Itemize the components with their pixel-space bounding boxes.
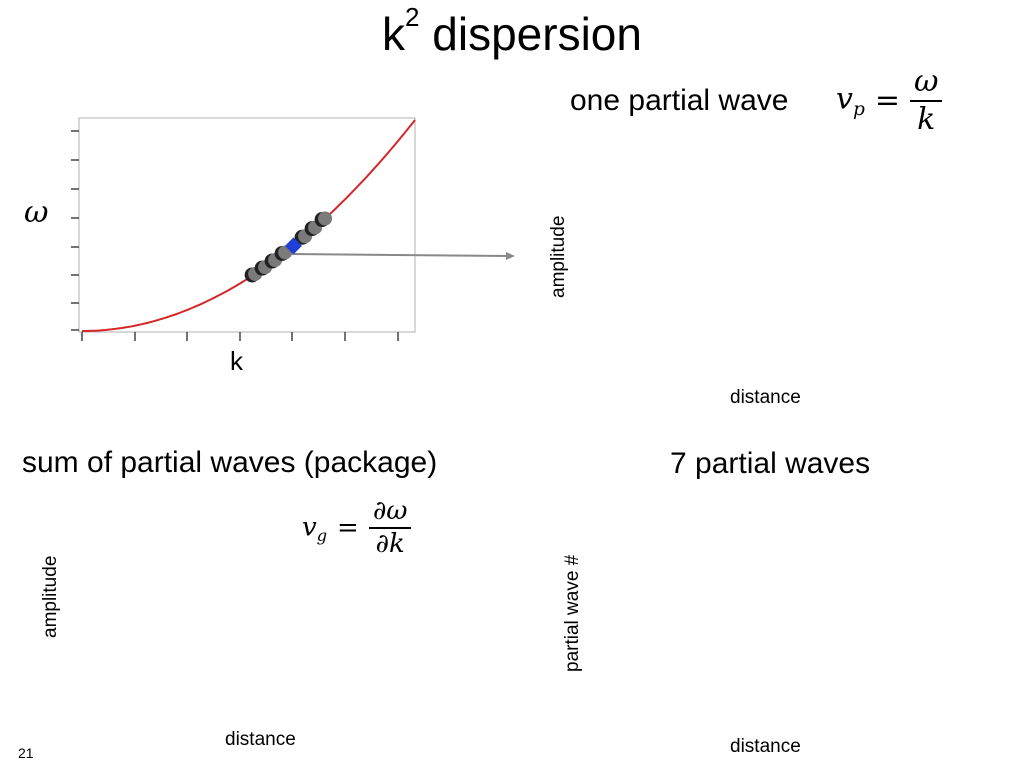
title-rest: dispersion [432,8,642,60]
group-velocity-formula: vg = ∂ω ∂k [302,497,412,560]
vg-lhs: v [302,512,317,543]
vg-eq: = [337,513,359,544]
omega-axis-label: ω [24,195,49,230]
vg-num: ∂ω [368,497,412,530]
x-ticks [81,332,399,341]
plot-frame [78,117,416,333]
one-wave-x-label: distance [730,387,801,408]
vp-num: ω [910,66,943,102]
vp-lhs: v [836,81,853,117]
package-heading: sum of partial waves (package) [22,446,438,479]
dispersion-curve [82,119,416,332]
projection-arrow [289,253,509,257]
partial-wave-point-6 [318,211,333,226]
title-exponent: 2 [405,2,420,32]
arrow-head [506,252,515,260]
package-x-label: distance [225,729,296,750]
one-wave-heading: one partial wave [570,84,789,117]
vp-den: k [917,101,936,137]
vg-den: ∂k [375,529,405,560]
vp-eq: = [874,83,900,118]
phase-velocity-formula: vp = ω k [836,66,943,137]
package-y-label: amplitude [40,555,61,638]
y-ticks [71,130,79,331]
seven-waves-x-label: distance [730,736,801,757]
selected-partial-wave-point [284,237,302,255]
k-axis-label: k [230,346,243,376]
seven-waves-heading: 7 partial waves [670,447,871,480]
vg-sub: g [316,525,328,545]
partial-wave-points [244,211,333,283]
vg-fraction: ∂ω ∂k [368,497,412,560]
vp-sub: p [852,99,865,120]
title-base: k [382,8,406,60]
seven-waves-y-label: partial wave # [562,554,583,672]
one-wave-y-label: amplitude [548,215,569,298]
slide-number: 21 [18,745,34,761]
slide-title: k2 dispersion [0,4,1024,62]
